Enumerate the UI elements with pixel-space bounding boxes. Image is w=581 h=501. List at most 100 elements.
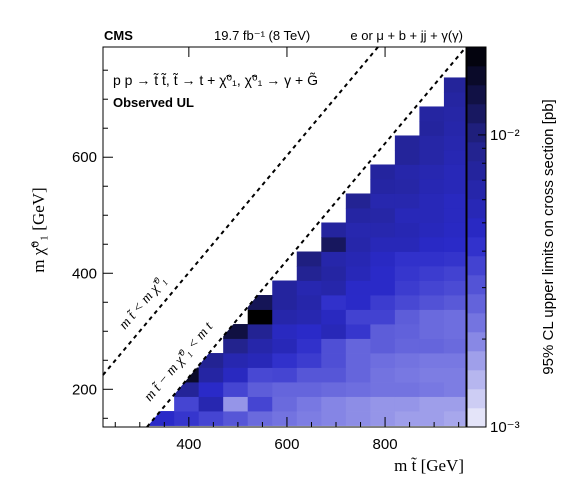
heatmap-cell [321, 237, 347, 252]
heatmap-cell [419, 164, 445, 180]
heatmap-cell [345, 367, 371, 383]
color-scale-tick-label: 10⁻² [490, 127, 520, 144]
heatmap-cell [419, 120, 445, 136]
heatmap-cell [272, 309, 298, 325]
heatmap-cell [345, 222, 371, 238]
heatmap-cell [394, 193, 420, 209]
heatmap-cell [443, 266, 466, 281]
heatmap-cell [443, 120, 466, 136]
heatmap-cell [394, 266, 420, 281]
color-scale-band [467, 275, 486, 295]
heatmap-cell [296, 280, 322, 296]
heatmap-cell [247, 338, 273, 354]
heatmap-cell [394, 295, 420, 310]
heatmap-cell [370, 251, 396, 267]
heatmap-cell [419, 222, 445, 238]
heatmap-cell [296, 266, 322, 281]
heatmap-cell [419, 367, 445, 383]
color-scale-tick-label: 10⁻³ [490, 419, 520, 436]
heatmap-cell [419, 135, 445, 151]
heatmap-cell [419, 324, 445, 339]
heatmap-cell [272, 338, 298, 354]
heatmap-cell [345, 382, 371, 397]
heatmap-cell [394, 149, 420, 165]
heatmap-cell [394, 207, 420, 223]
heatmap-cell [345, 193, 371, 209]
heatmap-cell [345, 237, 371, 252]
heatmap-cell [370, 164, 396, 180]
color-scale-band [467, 370, 486, 390]
heatmap-cell [394, 338, 420, 354]
heatmap-cell [321, 251, 347, 267]
heatmap-cell [321, 309, 347, 325]
x-tick-label: 800 [373, 436, 398, 453]
heatmap-cell [394, 237, 420, 252]
heatmap-cell [345, 295, 371, 310]
heatmap-cell [370, 207, 396, 223]
heatmap-cell [370, 266, 396, 281]
heatmap-cell [443, 207, 466, 223]
heatmap-cell [443, 353, 466, 368]
heatmap-cell [419, 353, 445, 368]
heatmap-cell [443, 280, 466, 296]
heatmap-cell [247, 309, 273, 325]
color-scale-band [467, 47, 486, 67]
heatmap-cell [223, 338, 249, 354]
heatmap-cell [321, 367, 347, 383]
heatmap-cell [296, 367, 322, 383]
heatmap-cell [394, 135, 420, 151]
heatmap-cell [321, 280, 347, 296]
heatmap-cell [247, 411, 273, 426]
heatmap-cell [443, 91, 466, 107]
heatmap-cell [394, 164, 420, 180]
heatmap-cell [174, 411, 200, 426]
heatmap-cell [345, 309, 371, 325]
heatmap-cell [223, 411, 249, 426]
color-scale-band [467, 294, 486, 314]
heatmap-cell [223, 382, 249, 397]
heatmap-cell [247, 382, 273, 397]
heatmap-cell [419, 280, 445, 296]
heatmap-cell [370, 324, 396, 339]
color-scale-frame [466, 46, 487, 428]
heatmap-cell [296, 396, 322, 412]
heatmap-cell [419, 411, 445, 426]
process-annotation: p p → t̃ t̃, t̃ → t + χ̃⁰₁, χ̃⁰₁ → γ + G… [113, 72, 318, 88]
color-scale-bar [467, 47, 486, 428]
color-scale-band [467, 408, 486, 428]
heatmap-cell [394, 324, 420, 339]
heatmap-cell [419, 396, 445, 412]
y-axis-ticks: 200 400 600 [72, 69, 113, 419]
heatmap-cell [394, 178, 420, 194]
heatmap-cell [345, 251, 371, 267]
heatmap-cell [370, 178, 396, 194]
heatmap-cell [419, 237, 445, 252]
heatmap-cell [370, 367, 396, 383]
luminosity-label: 19.7 fb⁻¹ (8 TeV) [214, 28, 310, 43]
heatmap-cell [419, 338, 445, 354]
result-annotation: Observed UL [113, 95, 194, 110]
heatmap-cell [443, 309, 466, 325]
heatmap-cell [443, 382, 466, 397]
heatmap-cell [419, 149, 445, 165]
heatmap-cell [321, 295, 347, 310]
heatmap-cell [296, 251, 322, 267]
heatmap-cell [345, 324, 371, 339]
diagonal-mass-boundary-lower [146, 46, 467, 428]
heatmap-cell [443, 149, 466, 165]
heatmap-cell [443, 367, 466, 383]
color-scale-band [467, 161, 486, 181]
color-scale-band [467, 180, 486, 200]
heatmap-cell [370, 295, 396, 310]
y-axis-title: m χ̃⁰₁ [GeV] [29, 187, 48, 272]
heatmap-cell [419, 193, 445, 209]
heatmap-cell [370, 309, 396, 325]
heatmap-cell [394, 367, 420, 383]
x-tick-label: 400 [176, 436, 201, 453]
heatmap-cell [419, 207, 445, 223]
heatmap-cell [370, 411, 396, 426]
heatmap-cell [272, 411, 298, 426]
heatmap-cell [272, 382, 298, 397]
heatmap-cell [198, 367, 224, 383]
heatmap-cell [272, 396, 298, 412]
